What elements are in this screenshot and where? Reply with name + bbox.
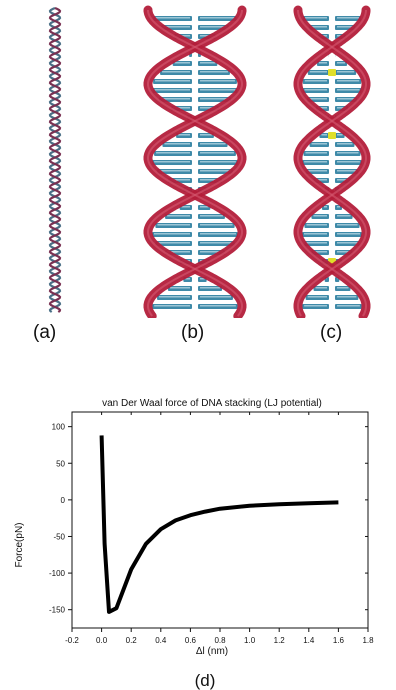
x-tick-label: 0.2 (126, 636, 138, 645)
x-axis-label: Δl (nm) (196, 646, 228, 657)
y-axis-label: Force(pN) (14, 522, 25, 567)
chart-axes (71, 411, 369, 629)
y-tick-label: 50 (56, 459, 65, 468)
x-tick-label: 0.8 (214, 636, 226, 645)
x-ticks: -0.2 0.0 0.2 0.4 0.6 0.8 1.0 1.2 1.4 1.6 1.8 (65, 412, 374, 645)
x-tick-label: 0.6 (185, 636, 197, 645)
y-tick-label: -150 (49, 606, 66, 615)
chart-panel-label: (d) (195, 671, 216, 690)
panel-label-a: (a) (33, 322, 57, 343)
panel-c (292, 0, 372, 321)
x-tick-label: 0.4 (155, 636, 167, 645)
force-series-line (99, 435, 339, 614)
plot-frame (71, 411, 369, 629)
chart-title: van Der Waal force of DNA stacking (LJ p… (102, 398, 322, 409)
y-tick-label: 0 (61, 496, 66, 505)
chart-series (99, 435, 339, 614)
x-tick-label: 0.0 (96, 636, 108, 645)
panel-label-c: (c) (320, 322, 343, 343)
panel-a (35, 0, 75, 325)
dna-helix-ladder-icon (143, 5, 247, 321)
y-ticks: 100 50 0 -50 -100 -150 (49, 423, 368, 615)
x-tick-label: 1.0 (244, 636, 256, 645)
force-chart: van Der Waal force of DNA stacking (LJ p… (14, 398, 374, 690)
y-tick-label: -50 (53, 532, 65, 541)
panel-b (135, 0, 255, 321)
y-tick-label: -100 (49, 569, 66, 578)
x-tick-label: 1.8 (362, 636, 374, 645)
dna-helix-ladder-highlight-icon (293, 5, 371, 321)
x-tick-label: -0.2 (65, 636, 79, 645)
x-tick-label: 1.6 (333, 636, 345, 645)
dna-helix-thin-icon (48, 6, 62, 313)
y-tick-label: 100 (52, 423, 66, 432)
panel-label-b: (b) (181, 322, 205, 343)
x-tick-label: 1.2 (274, 636, 286, 645)
x-tick-label: 1.4 (303, 636, 315, 645)
